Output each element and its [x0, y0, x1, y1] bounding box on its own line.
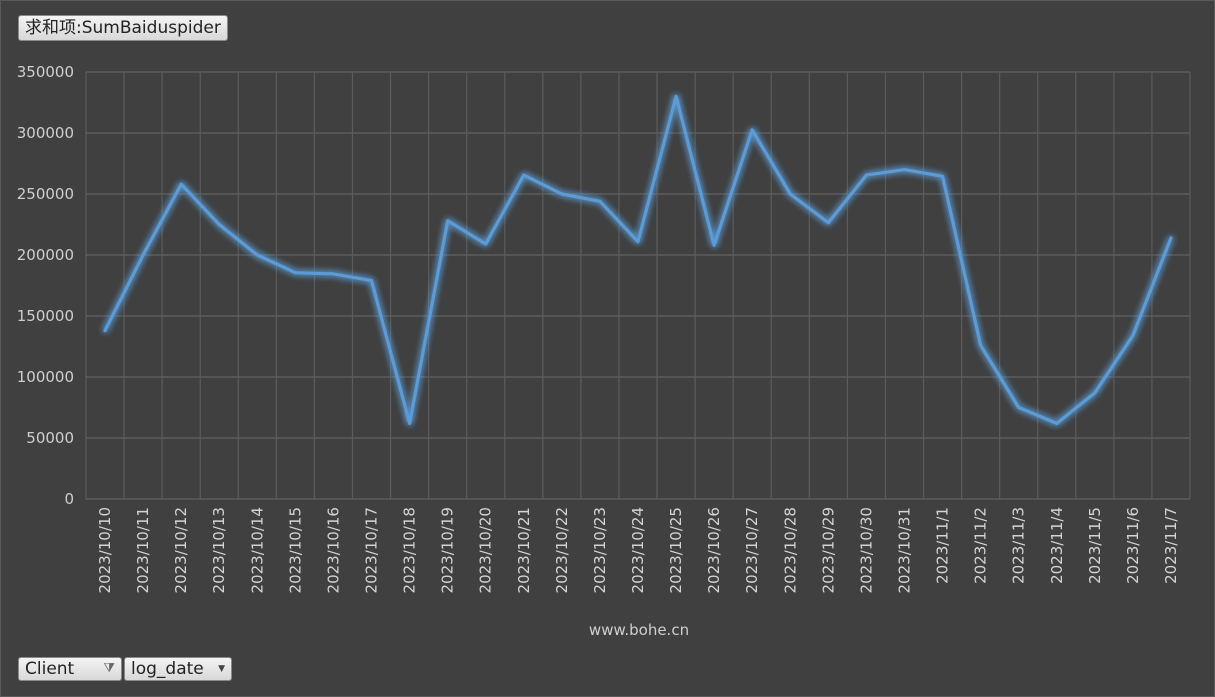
x-axis: 2023/10/10 2023/10/11 2023/10/12 2023/10/13… — [96, 507, 1180, 593]
x-tick-label: 2023/11/7 — [1162, 507, 1180, 584]
x-tick-label: 2023/10/12 — [172, 507, 190, 593]
x-tick-label: 2023/10/15 — [286, 507, 304, 593]
data-point — [255, 253, 259, 257]
data-point — [408, 421, 412, 425]
filter-icon[interactable]: ⧩ — [103, 661, 115, 676]
x-tick-label: 2023/11/4 — [1048, 507, 1066, 584]
data-point — [103, 329, 107, 333]
x-tick-label: 2023/10/23 — [591, 507, 609, 593]
y-tick-label: 100000 — [17, 368, 74, 386]
x-tick-label: 2023/10/29 — [819, 507, 837, 593]
y-tick-label: 300000 — [17, 124, 74, 142]
data-point — [446, 219, 450, 223]
x-tick-label: 2023/10/14 — [248, 507, 266, 593]
x-tick-label: 2023/11/1 — [934, 507, 952, 584]
x-tick-label: 2023/10/13 — [210, 507, 228, 593]
data-point — [902, 168, 906, 172]
x-tick-label: 2023/10/25 — [667, 507, 685, 593]
y-tick-label: 350000 — [17, 63, 74, 81]
data-point — [1169, 236, 1173, 240]
x-axis-title: www.bohe.cn — [589, 621, 689, 639]
x-tick-label: 2023/10/20 — [477, 507, 495, 593]
log-date-field-label: log_date — [131, 659, 204, 679]
data-point — [179, 182, 183, 186]
client-field-button[interactable]: Client ⧩ — [18, 657, 122, 681]
x-tick-label: 2023/11/3 — [1010, 507, 1028, 584]
data-point — [1017, 406, 1021, 409]
x-tick-label: 2023/10/24 — [629, 507, 647, 593]
data-point — [750, 128, 754, 132]
x-tick-label: 2023/11/6 — [1124, 507, 1142, 584]
y-tick-label: 250000 — [17, 185, 74, 203]
x-tick-label: 2023/10/27 — [743, 507, 761, 593]
data-point — [941, 174, 945, 178]
x-tick-label: 2023/10/22 — [553, 507, 571, 593]
data-point — [864, 173, 868, 177]
data-point — [522, 173, 526, 177]
client-field-label: Client — [25, 659, 75, 679]
x-tick-label: 2023/10/17 — [363, 507, 381, 593]
data-point — [979, 343, 983, 347]
data-point — [788, 192, 792, 196]
log-date-field-button[interactable]: log_date ▼ — [124, 657, 232, 681]
data-point — [217, 223, 221, 226]
y-axis: 0 50000 100000 150000 200000 250000 300000 3500… — [17, 63, 74, 508]
x-tick-label: 2023/10/31 — [895, 507, 913, 593]
x-tick-label: 2023/10/11 — [134, 507, 152, 593]
x-tick-label: 2023/10/21 — [515, 507, 533, 593]
data-point — [598, 199, 602, 203]
y-tick-label: 50000 — [26, 429, 74, 447]
data-point — [560, 192, 564, 196]
x-tick-label: 2023/10/19 — [439, 507, 457, 593]
y-tick-label: 0 — [64, 490, 74, 508]
series-line — [103, 94, 1173, 425]
x-tick-label: 2023/11/2 — [972, 507, 990, 584]
data-point — [1055, 421, 1059, 425]
x-tick-label: 2023/10/16 — [324, 507, 342, 593]
x-tick-label: 2023/10/10 — [96, 507, 114, 593]
value-field-button[interactable]: 求和项:SumBaiduspider — [18, 15, 228, 41]
x-tick-label: 2023/10/26 — [705, 507, 723, 593]
data-point — [636, 240, 640, 244]
y-tick-label: 200000 — [17, 246, 74, 264]
data-point — [484, 242, 488, 246]
data-point — [370, 279, 374, 283]
data-point — [331, 272, 335, 276]
x-tick-label: 2023/10/28 — [781, 507, 799, 593]
data-point — [1093, 391, 1097, 395]
series-layer — [103, 94, 1173, 425]
data-point — [826, 221, 830, 225]
x-tick-label: 2023/10/18 — [401, 507, 419, 593]
data-point — [141, 253, 145, 257]
x-tick-label: 2023/10/30 — [857, 507, 875, 593]
y-tick-label: 150000 — [17, 307, 74, 325]
dropdown-arrow-icon[interactable]: ▼ — [218, 664, 225, 674]
data-point — [293, 271, 297, 275]
x-tick-label: 2023/11/5 — [1086, 507, 1104, 584]
grid-layer — [85, 71, 1191, 500]
value-field-label: 求和项:SumBaiduspider — [25, 18, 221, 38]
data-point — [712, 243, 716, 247]
data-point — [1131, 334, 1135, 338]
data-point — [674, 94, 678, 98]
